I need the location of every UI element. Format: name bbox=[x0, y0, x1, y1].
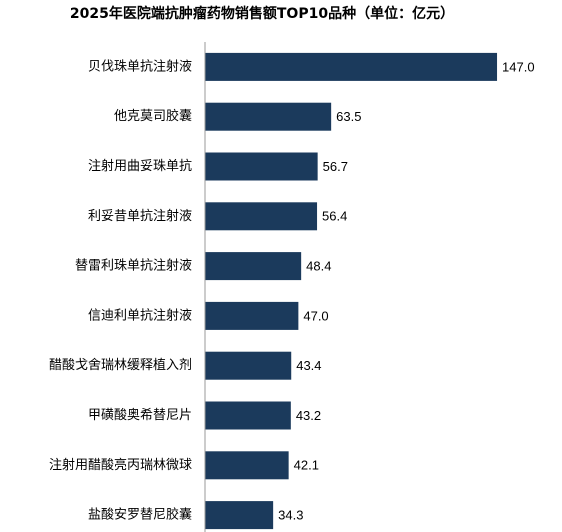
bar bbox=[205, 501, 274, 530]
value-label: 34.3 bbox=[278, 508, 303, 523]
y-tick-label: 替雷利珠单抗注射液 bbox=[75, 258, 192, 274]
y-tick-label: 注射用醋酸亮丙瑞林微球 bbox=[49, 457, 192, 473]
value-label: 43.2 bbox=[296, 408, 321, 423]
bar bbox=[205, 102, 332, 131]
y-tick-label: 利妥昔单抗注射液 bbox=[88, 208, 192, 224]
y-tick-label: 他克莫司胶囊 bbox=[114, 108, 192, 124]
chart-title: 2025年医院端抗肿瘤药物销售额TOP10品种（单位：亿元） bbox=[70, 5, 454, 22]
bar bbox=[205, 252, 302, 281]
value-label: 56.7 bbox=[323, 159, 348, 174]
y-tick-label: 信迪利单抗注射液 bbox=[88, 307, 192, 323]
value-label: 56.4 bbox=[322, 209, 347, 224]
y-tick-label: 贝伐珠单抗注射液 bbox=[88, 58, 192, 74]
bar bbox=[205, 451, 289, 480]
y-tick-label: 甲磺酸奥希替尼片 bbox=[88, 408, 192, 423]
value-label: 147.0 bbox=[502, 59, 535, 74]
bar bbox=[205, 401, 291, 430]
y-tick-label: 盐酸安罗替尼胶囊 bbox=[88, 507, 192, 523]
value-label: 63.5 bbox=[336, 109, 361, 124]
bar bbox=[205, 301, 299, 330]
value-label: 48.4 bbox=[306, 259, 331, 274]
bar bbox=[205, 152, 318, 181]
value-label: 47.0 bbox=[303, 308, 328, 323]
value-label: 43.4 bbox=[296, 358, 321, 373]
bar bbox=[205, 202, 318, 231]
y-tick-label: 醋酸戈舍瑞林缓释植入剂 bbox=[49, 357, 192, 373]
y-tick-label: 注射用曲妥珠单抗 bbox=[88, 158, 192, 174]
bar bbox=[205, 351, 292, 380]
bar bbox=[205, 52, 498, 81]
value-label: 42.1 bbox=[294, 458, 319, 473]
